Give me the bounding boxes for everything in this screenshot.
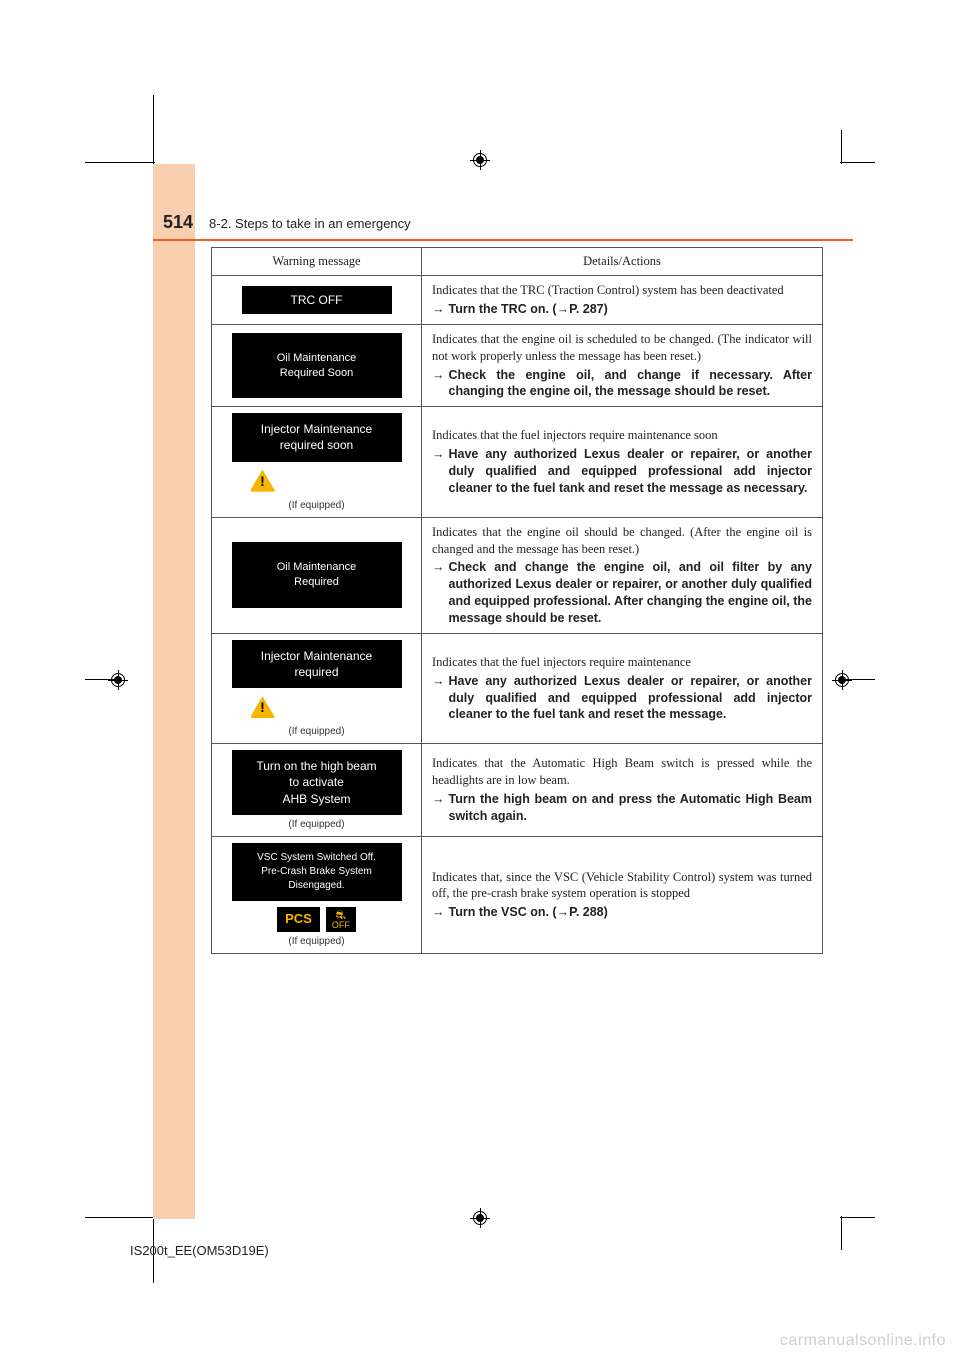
details-lead-text: Indicates that the TRC (Traction Control…: [432, 282, 812, 299]
details-lead-text: Indicates that the fuel injectors requir…: [432, 654, 812, 671]
arrow-icon: →: [432, 301, 449, 318]
details-lead-text: Indicates that the engine oil should be …: [432, 524, 812, 558]
warning-message-cell: Oil MaintenanceRequired Soon: [212, 324, 422, 407]
arrow-icon: →: [432, 904, 449, 921]
action-text: Turn the high beam on and press the Auto…: [449, 791, 813, 825]
table-row: Oil MaintenanceRequired Soon Indicates th…: [212, 324, 823, 407]
arrow-icon: →: [432, 367, 449, 401]
arrow-icon: →: [432, 559, 449, 627]
action-line: →Turn the high beam on and press the Aut…: [432, 791, 812, 825]
if-equipped-note: (If equipped): [222, 726, 411, 737]
warning-display-box: Injector Maintenancerequired: [232, 640, 402, 688]
table-row: Turn on the high beamto activateAHB Syst…: [212, 744, 823, 837]
warning-display-box: Turn on the high beamto activateAHB Syst…: [232, 750, 402, 815]
action-text: Have any authorized Lexus dealer or repa…: [449, 446, 813, 497]
arrow-icon: →: [432, 791, 449, 825]
details-lead-text: Indicates that the Automatic High Beam s…: [432, 755, 812, 789]
crop-mark: [841, 130, 842, 164]
section-title: 8-2. Steps to take in an emergency: [209, 216, 411, 231]
action-line: →Have any authorized Lexus dealer or rep…: [432, 673, 812, 724]
warning-display-box: Injector Maintenancerequired soon: [232, 413, 402, 461]
action-text: Turn the VSC on. (→P. 288): [449, 904, 813, 921]
warning-message-cell: Oil MaintenanceRequired: [212, 517, 422, 633]
crop-mark: [840, 162, 875, 163]
warning-message-cell: TRC OFF: [212, 276, 422, 325]
action-line: →Have any authorized Lexus dealer or rep…: [432, 446, 812, 497]
details-lead-text: Indicates that, since the VSC (Vehicle S…: [432, 869, 812, 903]
pcs-off-badge: ⛐OFF: [326, 907, 356, 932]
arrow-icon: →: [432, 673, 449, 724]
details-lead-text: Indicates that the engine oil is schedul…: [432, 331, 812, 365]
table-header-details: Details/Actions: [422, 248, 823, 276]
watermark: carmanualsonline.info: [780, 1332, 946, 1350]
details-lead-text: Indicates that the fuel injectors requir…: [432, 427, 812, 444]
warning-message-cell: Injector Maintenancerequired (If equipped…: [212, 633, 422, 743]
action-text: Turn the TRC on. (→P. 287): [449, 301, 813, 318]
table-row: TRC OFF Indicates that the TRC (Traction …: [212, 276, 823, 325]
action-line: →Check and change the engine oil, and oi…: [432, 559, 812, 627]
registration-mark-icon: [470, 1208, 490, 1228]
warning-triangle-icon: [250, 696, 276, 718]
warning-messages-table: Warning message Details/Actions TRC OFF I…: [211, 247, 823, 954]
warning-message-cell: VSC System Switched Off.Pre-Crash Brake …: [212, 836, 422, 953]
crop-mark: [85, 162, 155, 163]
table-row: Oil MaintenanceRequired Indicates that th…: [212, 517, 823, 633]
warning-message-cell: Turn on the high beamto activateAHB Syst…: [212, 744, 422, 837]
arrow-icon: →: [432, 446, 449, 497]
pcs-badge: PCS: [277, 907, 320, 932]
warning-display-box: VSC System Switched Off.Pre-Crash Brake …: [232, 843, 402, 901]
action-text: Check and change the engine oil, and oil…: [449, 559, 813, 627]
table-row: VSC System Switched Off.Pre-Crash Brake …: [212, 836, 823, 953]
crop-mark: [85, 1217, 155, 1218]
page-header: 514 8-2. Steps to take in an emergency: [155, 164, 840, 237]
action-line: →Turn the VSC on. (→P. 288): [432, 904, 812, 921]
if-equipped-note: (If equipped): [222, 936, 411, 947]
crop-mark: [153, 95, 154, 165]
details-cell: Indicates that the Automatic High Beam s…: [422, 744, 823, 837]
table-row: Injector Maintenancerequired soon (If equ…: [212, 407, 823, 517]
page-content: 514 8-2. Steps to take in an emergency W…: [155, 164, 840, 954]
warning-triangle-icon: [250, 470, 276, 492]
if-equipped-note: (If equipped): [222, 500, 411, 511]
pcs-indicator-row: PCS⛐OFF: [222, 907, 411, 932]
action-text: Have any authorized Lexus dealer or repa…: [449, 673, 813, 724]
warning-message-cell: Injector Maintenancerequired soon (If equ…: [212, 407, 422, 517]
if-equipped-note: (If equipped): [222, 819, 411, 830]
warning-display-box: TRC OFF: [242, 286, 392, 314]
details-cell: Indicates that the engine oil should be …: [422, 517, 823, 633]
details-cell: Indicates that, since the VSC (Vehicle S…: [422, 836, 823, 953]
registration-mark-icon: [108, 670, 128, 690]
warning-display-box: Oil MaintenanceRequired: [232, 542, 402, 608]
warning-display-box: Oil MaintenanceRequired Soon: [232, 333, 402, 399]
document-code: IS200t_EE(OM53D19E): [130, 1243, 269, 1258]
table-header-warning: Warning message: [212, 248, 422, 276]
details-cell: Indicates that the engine oil is schedul…: [422, 324, 823, 407]
details-cell: Indicates that the fuel injectors requir…: [422, 407, 823, 517]
action-line: →Turn the TRC on. (→P. 287): [432, 301, 812, 318]
page-number: 514: [163, 212, 193, 233]
action-line: →Check the engine oil, and change if nec…: [432, 367, 812, 401]
details-cell: Indicates that the TRC (Traction Control…: [422, 276, 823, 325]
details-cell: Indicates that the fuel injectors requir…: [422, 633, 823, 743]
table-row: Injector Maintenancerequired (If equipped…: [212, 633, 823, 743]
crop-mark: [841, 1216, 842, 1250]
action-text: Check the engine oil, and change if nece…: [449, 367, 813, 401]
crop-mark: [840, 1217, 875, 1218]
header-rule: [153, 239, 853, 241]
